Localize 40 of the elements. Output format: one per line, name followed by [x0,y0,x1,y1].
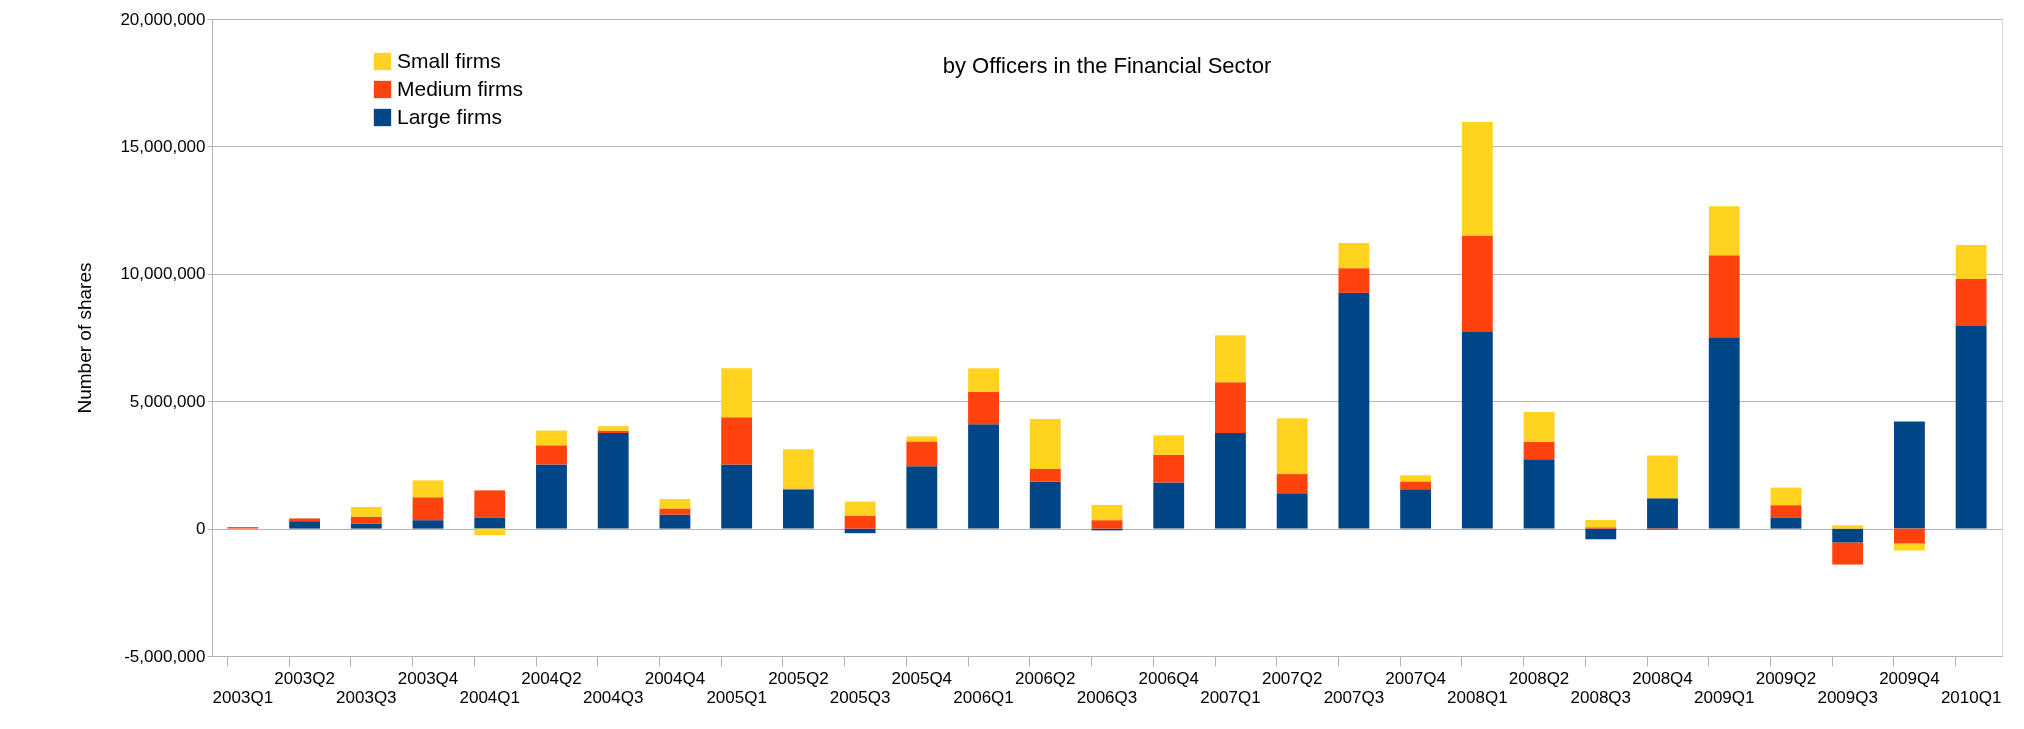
x-tick-label: 2006Q1 [953,687,1014,707]
y-tick-label: 15,000,000 [120,136,206,156]
x-tick-label: 2006Q4 [1138,668,1199,688]
legend-label: Small firms [397,48,501,72]
x-tick-label: 2004Q3 [582,687,644,707]
x-tick-label: 2003Q1 [212,687,274,707]
legend-label: Large firms [397,104,503,128]
y-axis-title: Number of shares [74,262,96,414]
x-tick-label: 2007Q4 [1385,668,1446,688]
x-tick-label: 2009Q2 [1755,668,1817,688]
y-tick-label: 0 [196,519,206,539]
x-tick-label: 2004Q4 [644,668,706,688]
y-tick-label: -5,000,000 [124,646,206,666]
y-tick-label: 5,000,000 [129,391,206,411]
x-tick-label: 2006Q3 [1076,687,1138,707]
x-tick-label: 2005Q4 [891,668,953,688]
legend-label: Medium firms [397,76,524,100]
y-tick-label: 10,000,000 [120,264,206,284]
x-tick-label: 2010Q1 [1940,687,2002,707]
x-tick-label: 2006Q2 [1015,668,1076,688]
x-tick-label: 2004Q2 [521,668,582,688]
x-tick-label: 2003Q3 [336,687,397,707]
x-tick-label: 2008Q1 [1447,687,1508,707]
y-tick-label: 20,000,000 [120,9,206,29]
x-tick-label: 2003Q2 [274,668,335,688]
x-tick-label: 2009Q3 [1817,687,1878,707]
text: by Officers in the Financial Sector [942,53,1272,78]
x-tick-label: 2005Q1 [706,687,767,707]
x-tick-label: 2005Q3 [829,687,891,707]
x-tick-label: 2008Q3 [1570,687,1632,707]
x-tick-label: 2004Q1 [459,687,521,707]
x-tick-label: 2008Q2 [1508,668,1570,688]
x-tick-label: 2009Q1 [1693,687,1755,707]
x-tick-label: 2005Q2 [768,668,829,688]
x-tick-label: 2008Q4 [1632,668,1693,688]
x-tick-label: 2007Q1 [1200,687,1261,707]
x-tick-label: 2003Q4 [397,668,459,688]
x-tick-label: 2007Q2 [1261,668,1323,688]
x-tick-label: 2009Q4 [1879,668,1940,688]
x-tick-label: 2007Q3 [1323,687,1385,707]
